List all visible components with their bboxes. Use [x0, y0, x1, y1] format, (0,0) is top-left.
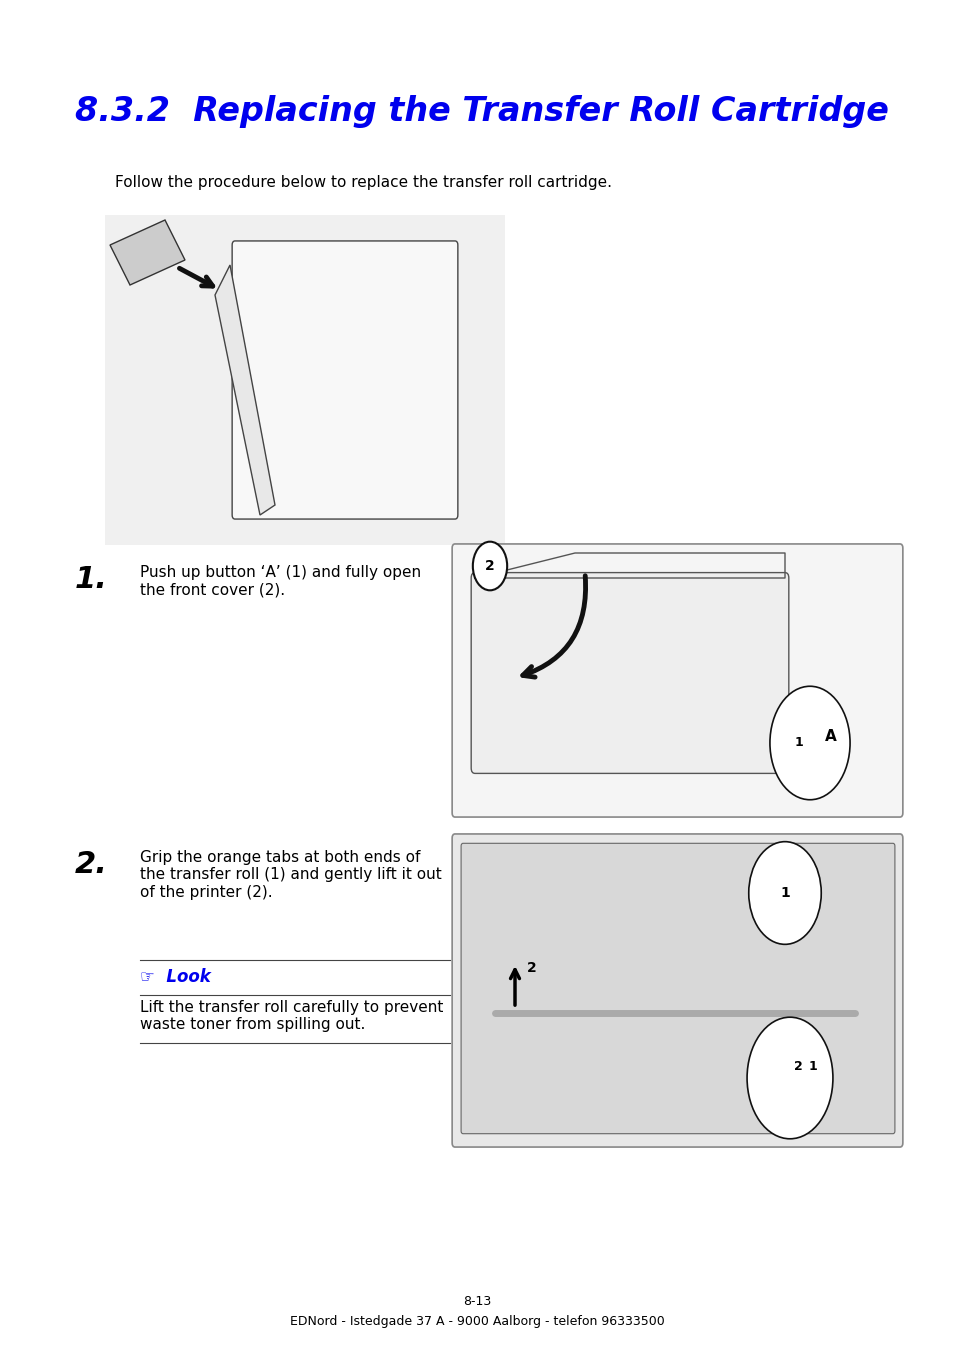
- Circle shape: [769, 686, 849, 800]
- Circle shape: [473, 542, 507, 590]
- Polygon shape: [214, 265, 274, 515]
- FancyBboxPatch shape: [471, 573, 788, 773]
- FancyBboxPatch shape: [452, 834, 902, 1147]
- Polygon shape: [110, 220, 185, 285]
- Text: 8-13: 8-13: [462, 1296, 491, 1308]
- Text: ☞  Look: ☞ Look: [140, 969, 211, 986]
- Text: Grip the orange tabs at both ends of
the transfer roll (1) and gently lift it ou: Grip the orange tabs at both ends of the…: [140, 850, 441, 900]
- FancyBboxPatch shape: [460, 843, 894, 1133]
- Text: 2: 2: [485, 559, 495, 573]
- FancyBboxPatch shape: [232, 240, 457, 519]
- Text: 2: 2: [793, 1061, 801, 1074]
- Text: 2: 2: [526, 961, 537, 975]
- Bar: [105, 215, 504, 544]
- Circle shape: [748, 842, 821, 944]
- Text: Lift the transfer roll carefully to prevent
waste toner from spilling out.: Lift the transfer roll carefully to prev…: [140, 1000, 443, 1032]
- Text: 8.3.2  Replacing the Transfer Roll Cartridge: 8.3.2 Replacing the Transfer Roll Cartri…: [75, 95, 888, 128]
- Text: 1.: 1.: [75, 565, 108, 594]
- Text: 1: 1: [793, 736, 802, 750]
- Text: Push up button ‘A’ (1) and fully open
the front cover (2).: Push up button ‘A’ (1) and fully open th…: [140, 565, 420, 597]
- Circle shape: [746, 1017, 832, 1139]
- Text: EDNord - Istedgade 37 A - 9000 Aalborg - telefon 96333500: EDNord - Istedgade 37 A - 9000 Aalborg -…: [290, 1315, 663, 1328]
- Text: Follow the procedure below to replace the transfer roll cartridge.: Follow the procedure below to replace th…: [115, 176, 612, 190]
- Text: 2.: 2.: [75, 850, 108, 880]
- FancyBboxPatch shape: [452, 544, 902, 817]
- Text: 1: 1: [808, 1061, 817, 1074]
- Text: A: A: [824, 728, 836, 744]
- Text: 1: 1: [780, 886, 789, 900]
